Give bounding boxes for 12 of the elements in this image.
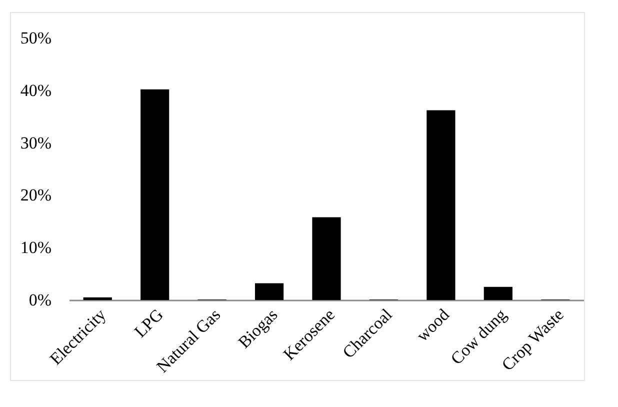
y-tick-label: 20% — [20, 186, 52, 205]
y-tick-label: 0% — [28, 290, 52, 310]
y-tick-label: 50% — [20, 28, 52, 48]
bar — [140, 89, 170, 300]
bar — [484, 286, 512, 300]
bar — [254, 283, 284, 300]
bar — [312, 217, 341, 300]
y-tick-label: 40% — [20, 80, 52, 100]
bar — [426, 110, 456, 300]
y-tick-label: 30% — [20, 133, 52, 152]
y-tick-label: 10% — [20, 238, 52, 258]
bar — [83, 297, 112, 300]
